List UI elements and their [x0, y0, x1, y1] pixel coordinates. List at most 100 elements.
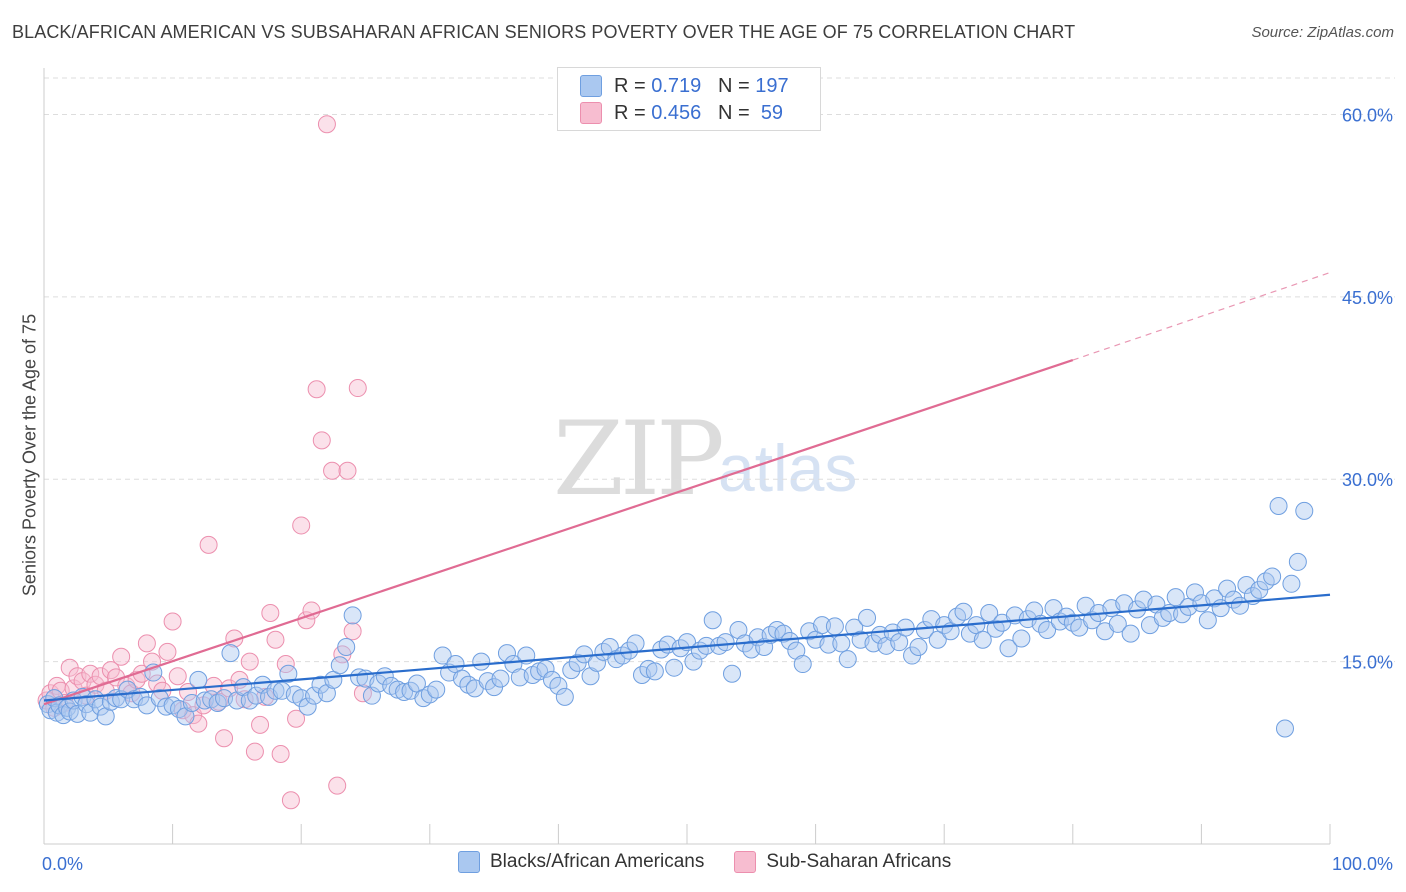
blue-point	[703, 611, 722, 630]
legend-label-blue: Blacks/African Americans	[490, 851, 705, 872]
blue-point	[973, 630, 992, 649]
blue-point	[1288, 552, 1307, 571]
blue-point	[896, 618, 915, 637]
legend-n-label: N =	[718, 74, 750, 97]
blue-point	[189, 670, 208, 689]
pink-point	[338, 461, 357, 480]
blue-point	[793, 655, 812, 674]
legend-swatch-pink	[734, 851, 757, 873]
blue-point	[1295, 501, 1314, 520]
y-tick-label: 60.0%	[1342, 105, 1393, 125]
legend-row-pink: R = 0.456 N = 59	[580, 100, 783, 126]
tick-labels: 15.0% 30.0% 45.0% 60.0% 0.0% 100.0%	[42, 105, 1393, 874]
blue-point	[279, 664, 298, 683]
pink-point	[271, 745, 290, 764]
blue-point	[825, 617, 844, 636]
blue-point	[298, 697, 317, 716]
y-tick-label: 30.0%	[1342, 470, 1393, 490]
pink-point	[323, 461, 342, 480]
series-legend: Blacks/African Americans Sub-Saharan Afr…	[458, 851, 981, 873]
blue-point	[68, 704, 87, 723]
blue-point	[1275, 719, 1294, 738]
blue-point	[1218, 579, 1237, 598]
pink-point	[302, 601, 321, 620]
blue-point	[716, 633, 735, 652]
legend-n-value-pink: 59	[760, 101, 784, 124]
y-axis-label: Seniors Poverty Over the Age of 75	[19, 313, 40, 597]
pink-point	[163, 612, 182, 631]
pink-point	[292, 516, 311, 535]
blue-point	[1185, 583, 1204, 602]
blue-point	[1083, 611, 1102, 630]
blue-point	[1263, 567, 1282, 586]
blue-point	[472, 652, 491, 671]
legend-swatch-blue	[580, 75, 602, 97]
pink-point	[112, 647, 131, 666]
legend-r-pink: R = 0.456	[614, 102, 718, 125]
x-tick-label-left: 0.0%	[42, 854, 83, 874]
blue-point	[838, 650, 857, 669]
blue-point	[813, 616, 832, 635]
blue-point	[1198, 611, 1217, 630]
blue-point	[549, 676, 568, 695]
blue-series-points	[38, 496, 1314, 738]
pink-point	[240, 652, 259, 671]
pink-trend-extension	[1072, 271, 1331, 361]
blue-point	[330, 656, 349, 675]
pink-point	[317, 115, 336, 134]
blue-point	[395, 683, 414, 702]
grid-lines	[44, 77, 1395, 663]
watermark-zip: ZIP	[553, 400, 725, 519]
legend-label-pink: Sub-Saharan Africans	[766, 851, 952, 872]
pink-point	[307, 380, 326, 399]
blue-point	[91, 697, 110, 716]
blue-point	[1282, 574, 1301, 593]
source-label: Source: ZipAtlas.com	[1251, 24, 1394, 41]
pink-point	[199, 535, 218, 554]
blue-point	[562, 661, 581, 680]
pink-point	[261, 603, 280, 622]
legend-item-pink[interactable]: Sub-Saharan Africans	[734, 851, 951, 873]
blue-point	[684, 652, 703, 671]
pink-point	[287, 709, 306, 728]
legend-item-blue[interactable]: Blacks/African Americans	[458, 851, 704, 873]
blue-point	[491, 669, 510, 688]
blue-point	[101, 692, 120, 711]
blue-point	[1205, 589, 1224, 608]
legend-r-value-blue: 0.719	[651, 74, 702, 97]
blue-point	[626, 634, 645, 653]
blue-point	[1121, 624, 1140, 643]
blue-point	[96, 707, 115, 726]
blue-point	[915, 621, 934, 640]
legend-n-pink: N = 59	[718, 102, 783, 125]
blue-point	[858, 608, 877, 627]
blue-point	[247, 686, 266, 705]
blue-point	[723, 664, 742, 683]
x-tick-label-right: 100.0%	[1332, 854, 1393, 874]
blue-point	[832, 634, 851, 653]
legend-n-value-blue: 197	[755, 74, 789, 97]
pink-point	[168, 667, 187, 686]
pink-point	[158, 642, 177, 661]
correlation-legend: R = 0.719 N = 197 R = 0.456 N = 59	[557, 67, 821, 131]
blue-point	[1108, 614, 1127, 633]
blue-point	[665, 658, 684, 677]
blue-point	[909, 638, 928, 657]
pink-trend-line	[43, 359, 1074, 706]
blue-point	[77, 695, 96, 714]
blue-point	[1173, 605, 1192, 624]
legend-r-value-pink: 0.456	[651, 101, 702, 124]
pink-point	[328, 776, 347, 795]
blue-point	[1012, 629, 1031, 648]
blue-point	[555, 687, 574, 706]
legend-r-label: R =	[614, 101, 646, 124]
pink-point	[348, 379, 367, 398]
axes	[43, 68, 1331, 845]
pink-point	[266, 630, 285, 649]
blue-point	[1269, 496, 1288, 515]
legend-n-blue: N = 197	[718, 75, 789, 98]
legend-r-label: R =	[614, 74, 646, 97]
y-tick-label: 45.0%	[1342, 288, 1393, 308]
pink-point	[81, 664, 100, 683]
blue-point	[1038, 621, 1057, 640]
